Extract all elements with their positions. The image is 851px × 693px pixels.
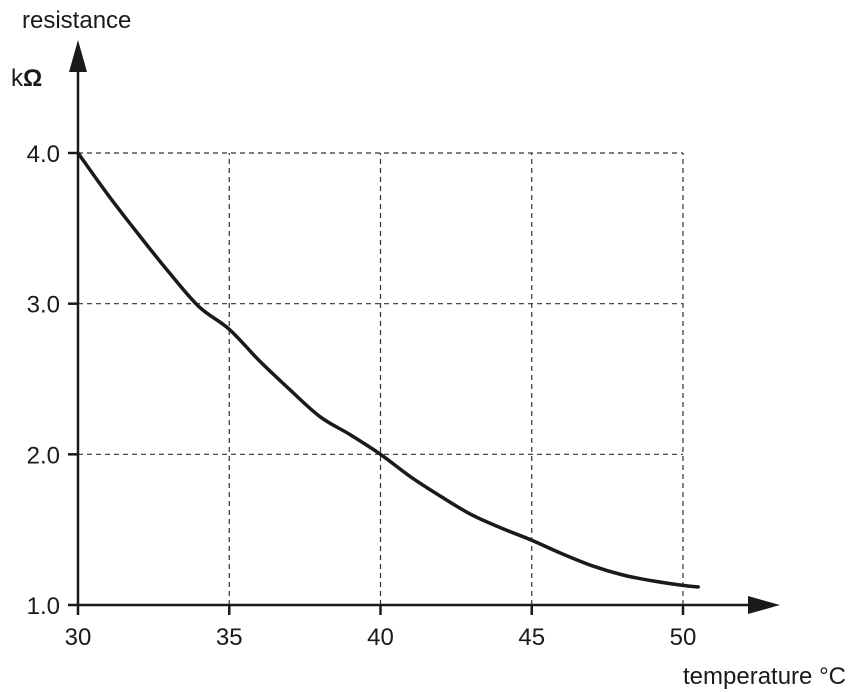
x-tick-label-50: 50	[670, 624, 697, 651]
y-tick-label-4.0: 4.0	[27, 141, 60, 168]
y-tick-label-3.0: 3.0	[27, 292, 60, 319]
tick-labels: 30 35 40 45 50 1.0 2.0 3.0 4.0	[27, 141, 697, 651]
x-tick-label-40: 40	[367, 624, 394, 651]
y-axis-unit: kΩ	[11, 65, 42, 92]
y-tick-label-1.0: 1.0	[27, 593, 60, 620]
x-axis-arrow	[748, 596, 780, 614]
x-tick-label-35: 35	[216, 624, 243, 651]
axes	[69, 40, 780, 614]
x-tick-label-45: 45	[518, 624, 545, 651]
x-tick-label-30: 30	[65, 624, 92, 651]
y-axis-arrow	[69, 40, 87, 72]
y-axis-unit-symbol: Ω	[23, 65, 42, 92]
y-axis-title: resistance	[22, 7, 131, 34]
series-line	[76, 151, 700, 589]
grid	[78, 152, 684, 605]
y-tick-label-2.0: 2.0	[27, 442, 60, 469]
y-axis-unit-prefix: k	[11, 65, 24, 92]
ticks	[68, 151, 685, 615]
x-axis-title: temperature °C	[683, 663, 846, 690]
